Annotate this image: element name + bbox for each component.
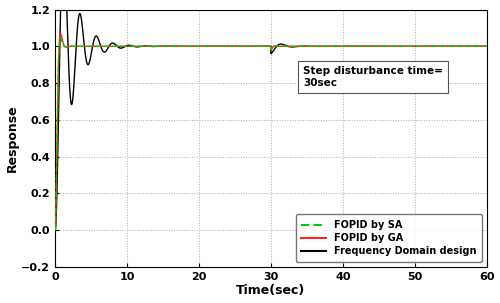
Text: Step disturbance time=
30sec: Step disturbance time= 30sec xyxy=(304,66,443,88)
X-axis label: Time(sec): Time(sec) xyxy=(236,285,306,298)
Legend: FOPID by SA, FOPID by GA, Frequency Domain design: FOPID by SA, FOPID by GA, Frequency Doma… xyxy=(296,215,482,262)
Y-axis label: Response: Response xyxy=(6,104,18,172)
